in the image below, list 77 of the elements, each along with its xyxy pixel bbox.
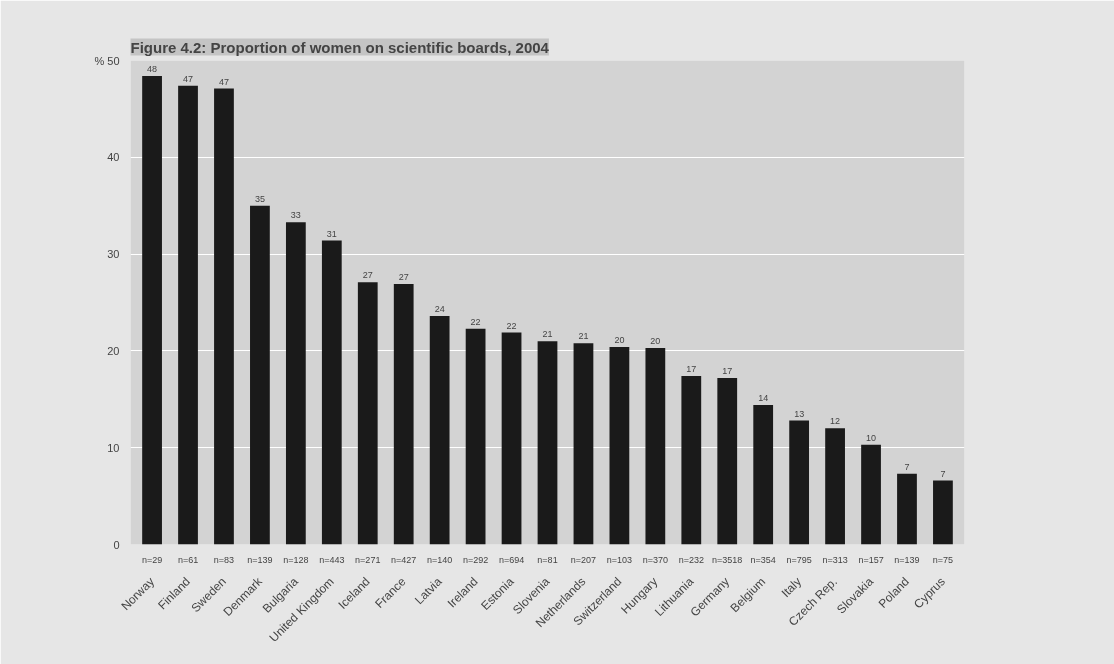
- y-tick-label: 30: [107, 248, 120, 261]
- text: n=207: [570, 554, 597, 565]
- bar: [429, 316, 450, 545]
- bar: [321, 240, 342, 545]
- data-label: 22: [506, 320, 517, 331]
- bar: [537, 341, 558, 545]
- data-label: 47: [183, 73, 194, 84]
- text: n=139: [247, 554, 273, 565]
- text: n=81: [537, 554, 558, 565]
- bar: [609, 347, 630, 545]
- data-label: 20: [650, 336, 661, 346]
- y-tick-label: 10: [107, 441, 120, 454]
- bar: [501, 332, 522, 545]
- text: n=313: [822, 554, 848, 565]
- data-label: 33: [290, 210, 301, 221]
- text: n=128: [283, 554, 309, 565]
- bar: [861, 444, 881, 545]
- y-tick-label: 20: [107, 344, 120, 357]
- text: n=83: [213, 554, 235, 565]
- data-label: 35: [254, 193, 265, 204]
- text: n=427: [391, 554, 417, 565]
- text: n=139: [894, 554, 920, 565]
- text: n=140: [427, 554, 453, 565]
- data-label: 22: [470, 316, 481, 327]
- data-label: 20: [614, 335, 625, 346]
- data-label: 21: [578, 331, 589, 342]
- data-label: 17: [686, 364, 697, 375]
- text: n=370: [642, 554, 668, 565]
- text: n=61: [177, 554, 199, 565]
- data-label: 7: [904, 461, 910, 472]
- bar: [214, 88, 234, 545]
- text: n=292: [462, 554, 489, 565]
- bar: [357, 282, 378, 545]
- y-tick-label: % 50: [94, 54, 120, 67]
- y-tick-label: 0: [113, 538, 120, 551]
- data-label: 27: [362, 270, 373, 281]
- bar: [393, 284, 414, 545]
- text: n=75: [932, 554, 954, 565]
- data-label: 31: [326, 228, 337, 239]
- bar: [465, 328, 486, 545]
- data-label: 7: [940, 468, 946, 479]
- bar: [573, 343, 594, 545]
- data-label: 10: [866, 432, 877, 443]
- text: n=354: [750, 554, 776, 565]
- text: n=271: [355, 554, 381, 565]
- chart-title: Figure 4.2: Proportion of women on scientific boards, 2004: [130, 38, 550, 56]
- bar: [789, 420, 810, 545]
- data-label: 48: [147, 63, 158, 74]
- bar: [897, 473, 917, 545]
- text: n=3518: [712, 554, 743, 565]
- bar: [285, 222, 306, 545]
- data-label: 12: [830, 416, 841, 427]
- text: n=103: [606, 554, 633, 565]
- data-label: 24: [434, 304, 445, 315]
- data-label: 21: [542, 329, 553, 340]
- x-tick-label: Italy: [778, 574, 805, 601]
- data-label: 17: [722, 366, 733, 376]
- bar: [717, 378, 738, 545]
- bar: [178, 85, 198, 545]
- y-tick-label: 40: [107, 151, 120, 164]
- bar: [142, 75, 162, 545]
- text: n=795: [786, 554, 812, 565]
- bar: [933, 480, 953, 545]
- data-label: 14: [758, 393, 769, 404]
- data-label: 47: [218, 76, 229, 87]
- bar: [825, 428, 845, 545]
- bar: [645, 348, 666, 545]
- data-label: 13: [794, 408, 805, 419]
- bar: [681, 376, 702, 545]
- data-label: 27: [398, 272, 409, 283]
- text: n=157: [858, 554, 884, 565]
- text: n=694: [498, 554, 525, 565]
- bar: [250, 205, 270, 545]
- text: n=232: [678, 554, 704, 565]
- bar: [753, 405, 774, 545]
- text: n=443: [319, 554, 345, 565]
- text: n=29: [141, 554, 163, 565]
